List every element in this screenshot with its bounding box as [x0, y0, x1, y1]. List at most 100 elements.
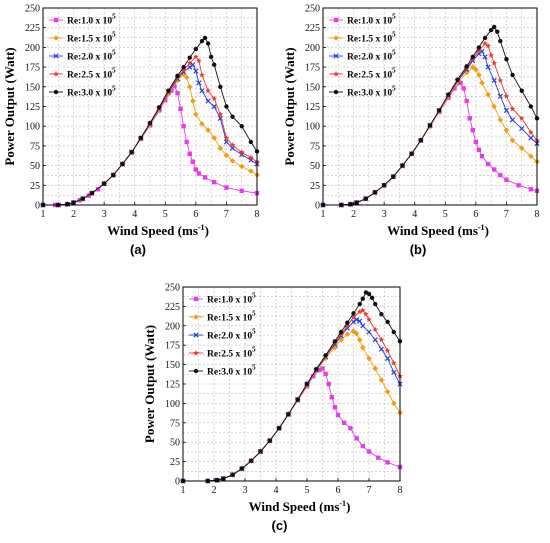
y-axis-title: Power Output (Watt) — [142, 325, 157, 443]
data-point — [212, 62, 217, 67]
data-point — [385, 319, 390, 325]
data-point — [186, 60, 193, 66]
data-point — [504, 57, 509, 62]
data-point — [190, 159, 195, 164]
data-point — [476, 47, 482, 53]
data-point — [344, 331, 351, 338]
data-point — [359, 307, 366, 313]
legend-label: Re:2.0 x 105 — [67, 49, 116, 63]
data-point — [497, 77, 504, 83]
data-point — [211, 95, 218, 102]
data-point — [427, 123, 433, 128]
data-point — [187, 151, 192, 156]
y-tick-label: 175 — [305, 63, 320, 74]
y-tick-label: 50 — [310, 161, 320, 172]
data-point — [239, 188, 244, 194]
data-point — [196, 171, 202, 176]
legend-label: Re:1.0 x 105 — [347, 13, 396, 27]
data-point — [205, 98, 211, 104]
legend-item: Re:2.0 x 105 — [189, 328, 256, 342]
data-point — [199, 71, 205, 78]
y-tick-label: 150 — [165, 360, 180, 371]
data-point — [332, 344, 338, 351]
data-point — [80, 196, 85, 201]
data-point — [353, 316, 360, 323]
y-tick-label: 250 — [25, 4, 40, 15]
legend-marker — [333, 89, 339, 95]
data-point — [65, 202, 70, 207]
data-point — [208, 54, 214, 60]
y-tick-label: 75 — [30, 141, 40, 152]
y-tick-label: 25 — [170, 457, 180, 468]
data-point — [238, 149, 245, 155]
legend-marker — [193, 314, 199, 320]
data-point — [378, 346, 385, 352]
data-point — [479, 153, 485, 159]
data-point — [418, 138, 424, 143]
data-point — [366, 449, 372, 454]
data-point — [384, 347, 391, 354]
legend-label: Re:2.0 x 105 — [347, 49, 396, 63]
data-point — [467, 116, 472, 121]
data-point — [476, 147, 482, 153]
data-point — [384, 355, 391, 362]
legend-marker — [53, 17, 59, 23]
data-point — [391, 400, 397, 407]
data-point — [455, 77, 460, 82]
data-point — [205, 87, 211, 94]
data-point — [498, 38, 503, 44]
x-tick-label: 1 — [181, 485, 186, 496]
data-point — [491, 103, 497, 110]
data-point — [470, 127, 475, 133]
data-point — [518, 115, 525, 121]
y-tick-label: 50 — [30, 161, 40, 172]
data-point — [344, 322, 351, 329]
y-tick-label: 0 — [315, 201, 320, 212]
x-tick-label: 3 — [243, 485, 248, 496]
y-tick-label: 225 — [305, 23, 320, 34]
series-line — [323, 26, 538, 206]
data-point — [205, 41, 211, 46]
data-point — [366, 355, 372, 362]
y-axis-title: Power Output (Watt) — [282, 47, 297, 165]
y-tick-label: 200 — [25, 43, 40, 54]
data-point — [193, 167, 199, 172]
data-point — [193, 111, 199, 118]
legend-label: Re:2.5 x 105 — [347, 67, 396, 81]
data-point — [276, 426, 282, 431]
data-point — [369, 295, 375, 301]
legend-label: Re:3.0 x 105 — [347, 85, 396, 99]
data-point — [409, 151, 414, 156]
data-point — [360, 443, 365, 449]
legend-item: Re:2.0 x 105 — [329, 49, 396, 63]
data-point — [528, 153, 534, 159]
data-point — [323, 353, 328, 358]
x-axis-title: Wind Speed (ms-1) — [107, 223, 209, 238]
y-tick-label: 150 — [25, 82, 40, 93]
data-point — [338, 336, 344, 343]
data-point — [178, 106, 183, 112]
data-point — [332, 405, 338, 410]
x-tick-label: 4 — [412, 209, 417, 220]
y-tick-label: 250 — [165, 283, 180, 294]
data-point — [372, 337, 378, 343]
data-point — [196, 80, 202, 86]
data-point — [199, 121, 205, 127]
data-point — [495, 29, 500, 34]
data-point — [202, 35, 208, 41]
x-tick-label: 2 — [351, 209, 356, 220]
y-tick-label: 200 — [305, 43, 320, 54]
data-point — [230, 472, 235, 477]
data-point — [363, 311, 369, 317]
legend-item: Re:1.0 x 105 — [329, 13, 396, 27]
data-point — [205, 127, 211, 133]
data-point — [528, 135, 534, 141]
data-point — [390, 360, 397, 366]
data-point — [338, 329, 344, 335]
data-point — [366, 329, 372, 335]
data-point — [452, 86, 457, 91]
data-point — [391, 174, 396, 179]
legend-item: Re:2.0 x 105 — [49, 49, 116, 63]
legend-item: Re:2.5 x 105 — [329, 67, 396, 81]
data-point — [350, 328, 357, 335]
